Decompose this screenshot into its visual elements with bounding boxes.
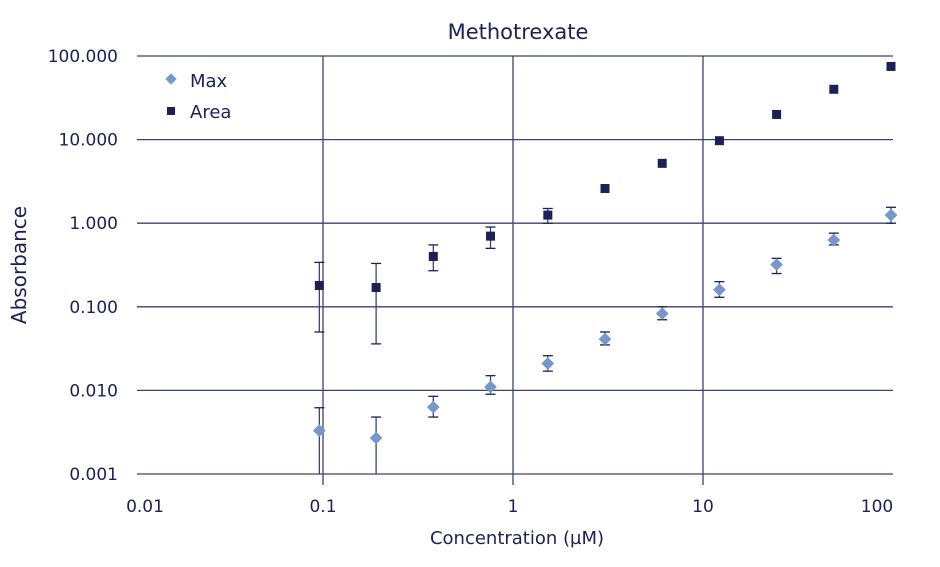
y-tick-label: 0.010	[69, 381, 118, 401]
y-tick-label: 100.000	[48, 47, 118, 67]
max-point	[770, 258, 783, 271]
max-point	[541, 357, 555, 370]
area-point	[543, 210, 553, 220]
legend-max-marker	[165, 73, 177, 85]
x-tick-label: 100	[861, 497, 893, 517]
tick-labels: 0.001 0.010 0.100 1.000 10.000 100.000 0.01 0.1…	[48, 47, 894, 517]
area-point	[886, 61, 896, 71]
x-axis-label: Concentration (µM)	[430, 528, 604, 549]
max-point	[426, 400, 440, 414]
area-point	[428, 251, 438, 261]
x-tick-label: 0.01	[126, 497, 164, 517]
legend-max-label: Max	[190, 71, 228, 92]
y-tick-label: 10.000	[59, 131, 118, 151]
legend: Max Area	[165, 71, 231, 123]
gridlines	[137, 55, 893, 485]
y-tick-label: 0.001	[69, 465, 118, 485]
area-point	[772, 109, 782, 119]
max-point	[598, 332, 612, 346]
max-point	[369, 431, 383, 445]
area-point	[485, 231, 495, 241]
area-point	[371, 283, 381, 293]
area-point	[314, 280, 324, 290]
area-point	[714, 136, 724, 146]
legend-area-label: Area	[190, 102, 231, 123]
y-tick-label: 0.100	[69, 298, 118, 318]
x-tick-label: 10	[692, 497, 714, 517]
area-point	[829, 84, 839, 94]
chart-title: Methotrexate	[448, 20, 589, 44]
x-tick-label: 1	[508, 497, 519, 517]
max-point	[655, 307, 669, 320]
area-point	[600, 184, 610, 194]
y-axis-label: Absorbance	[7, 206, 31, 324]
max-point	[713, 283, 726, 297]
max-point	[884, 208, 898, 222]
max-point	[312, 424, 326, 438]
x-tick-label: 0.1	[309, 497, 336, 517]
data-points	[312, 61, 898, 445]
max-point	[484, 380, 497, 394]
legend-area-marker	[167, 107, 175, 115]
y-tick-label: 1.000	[69, 214, 118, 234]
area-point	[657, 158, 667, 168]
